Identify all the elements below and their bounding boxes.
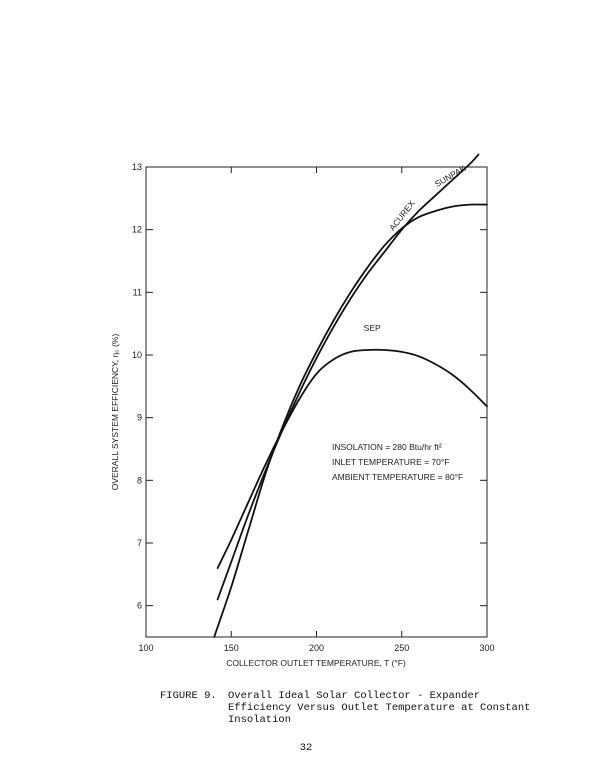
annotation-insolation: INSOLATION = 280 Btu/hr ft² <box>332 442 442 452</box>
curves <box>213 153 488 638</box>
y-tick-label-8: 8 <box>137 475 142 485</box>
y-tick-label-6: 6 <box>137 601 142 611</box>
x-tick-label-200: 200 <box>309 643 324 653</box>
y-axis-label: OVERALL SYSTEM EFFICIENCY, η₀ (%) <box>110 334 120 491</box>
y-tick-label-9: 9 <box>137 413 142 423</box>
curve-sep <box>216 348 488 569</box>
y-tick-label-11: 11 <box>133 287 142 297</box>
x-tick-label-300: 300 <box>479 643 494 653</box>
y-tick-label-13: 13 <box>132 162 142 172</box>
figure-label: FIGURE 9. <box>160 690 217 702</box>
axis-ticks: 100 150 200 250 300 6 7 8 9 10 11 12 13 <box>132 162 495 653</box>
x-tick-label-100: 100 <box>138 643 153 653</box>
annotation-inlet-temperature: INLET TEMPERATURE = 70°F <box>332 457 449 467</box>
x-tick-label-250: 250 <box>394 643 409 653</box>
curve-sunpak <box>213 203 488 638</box>
y-tick-label-10: 10 <box>132 350 142 360</box>
x-axis-label: COLLECTOR OUTLET TEMPERATURE, T (°F) <box>226 658 406 668</box>
y-tick-label-12: 12 <box>132 225 142 235</box>
annotation-ambient-temperature: AMBIENT TEMPERATURE = 80°F <box>332 472 463 482</box>
figure-caption: FIGURE 9. Overall Ideal Solar Collector … <box>160 690 540 726</box>
y-tick-label-7: 7 <box>137 538 142 548</box>
series-label-sep: SEP <box>364 323 381 333</box>
page-number: 32 <box>299 742 313 754</box>
plot-frame <box>145 166 488 638</box>
curve-acurex <box>216 153 480 601</box>
caption-text: Overall Ideal Solar Collector - Expander… <box>228 690 531 726</box>
x-tick-label-150: 150 <box>224 643 239 653</box>
